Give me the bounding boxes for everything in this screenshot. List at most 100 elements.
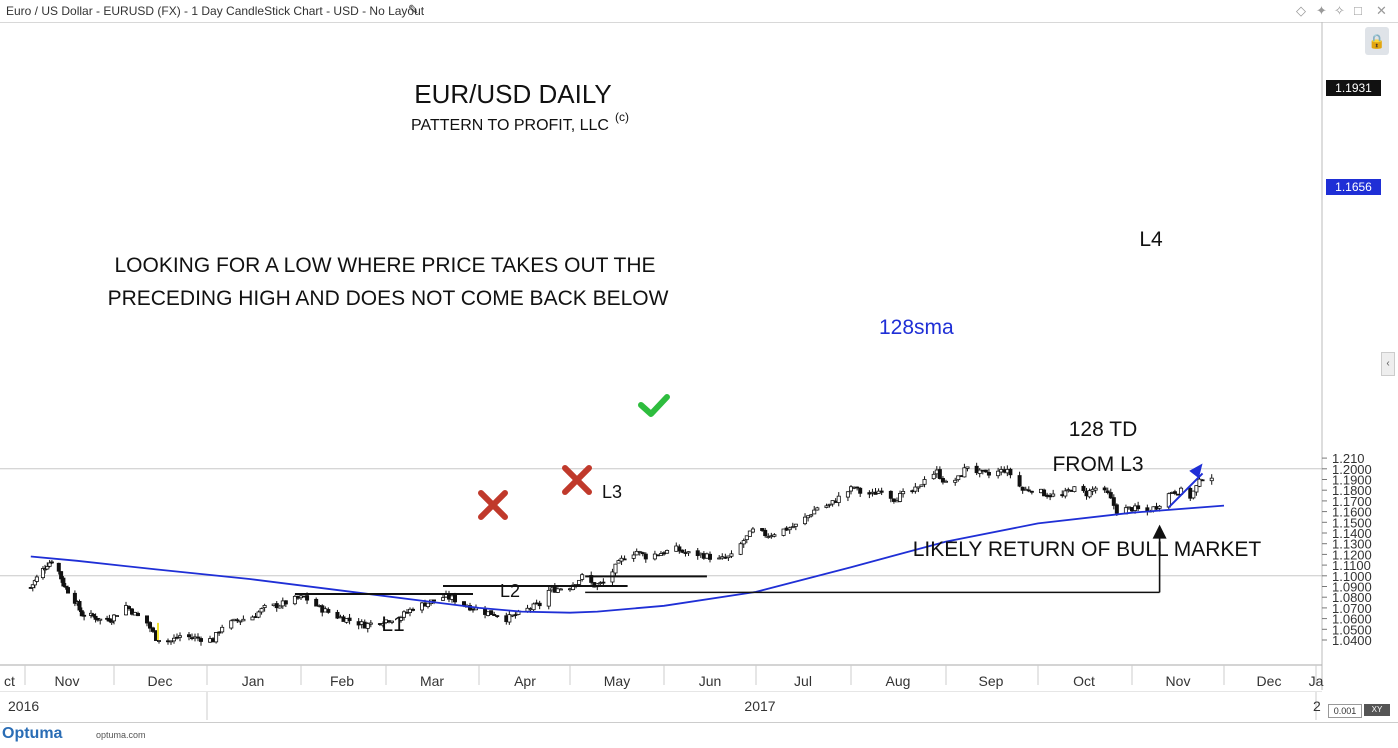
candle bbox=[962, 463, 967, 478]
candle-body bbox=[531, 603, 536, 611]
horizontal-levels bbox=[294, 575, 707, 595]
candle-body bbox=[127, 606, 132, 610]
diamond-icon[interactable]: ◇ bbox=[1296, 3, 1306, 18]
candle-body bbox=[425, 602, 430, 608]
candle-body bbox=[171, 637, 176, 642]
candle bbox=[129, 607, 134, 616]
candle bbox=[940, 476, 945, 485]
low-label-l2: L2 bbox=[500, 581, 520, 601]
candle bbox=[652, 550, 657, 561]
candle-body bbox=[401, 611, 406, 618]
x-tick-label: Dec bbox=[1257, 673, 1282, 689]
candle bbox=[135, 611, 140, 617]
candle-body bbox=[115, 615, 120, 617]
candle bbox=[45, 562, 50, 570]
candle bbox=[250, 615, 255, 621]
candle-body bbox=[1209, 477, 1214, 482]
candle bbox=[144, 615, 149, 627]
candle-body bbox=[790, 526, 795, 529]
candle bbox=[956, 475, 961, 482]
candle-body bbox=[410, 608, 415, 611]
x-tick-label: May bbox=[604, 673, 630, 689]
candle bbox=[61, 576, 66, 588]
candle-body bbox=[1029, 490, 1034, 493]
site-link[interactable]: optuma.com bbox=[96, 730, 146, 740]
candle-body bbox=[763, 529, 768, 537]
candle-body bbox=[738, 543, 743, 555]
candle bbox=[944, 479, 949, 483]
candle bbox=[953, 477, 958, 486]
close-icon[interactable]: ✕ bbox=[1376, 3, 1387, 18]
candle bbox=[729, 550, 734, 559]
candle-body bbox=[640, 552, 645, 555]
candlestick-chart[interactable]: 1.04001.05001.06001.07001.08001.09001.10… bbox=[0, 22, 1398, 722]
candle bbox=[262, 603, 267, 612]
pin-icon[interactable]: ✧ bbox=[1334, 3, 1345, 18]
candle bbox=[292, 594, 297, 606]
candle-body bbox=[380, 623, 385, 626]
td-text-line-1: 128 TD bbox=[1069, 418, 1138, 441]
candle bbox=[177, 632, 182, 642]
zoom-value[interactable]: 0.001 bbox=[1328, 704, 1362, 718]
candle bbox=[171, 634, 176, 644]
candle-body bbox=[495, 615, 500, 617]
candle-body bbox=[489, 610, 494, 615]
lock-icon[interactable]: 🔒 bbox=[1365, 27, 1389, 55]
candle bbox=[1029, 490, 1034, 495]
candle-body bbox=[431, 599, 436, 602]
x-tick-label: Nov bbox=[55, 673, 80, 689]
candle bbox=[79, 607, 84, 617]
candle-body bbox=[1105, 490, 1110, 493]
candle-body bbox=[996, 470, 1001, 477]
candle-body bbox=[461, 601, 466, 606]
low-label-l4: L4 bbox=[1139, 228, 1163, 251]
candle bbox=[82, 611, 87, 621]
candle bbox=[555, 587, 560, 594]
sma-price-label: 1.1656 bbox=[1326, 179, 1381, 195]
y-tick-label: 1.2000 bbox=[1332, 462, 1372, 477]
candle-body bbox=[812, 509, 817, 515]
candle-body bbox=[109, 621, 114, 624]
candle bbox=[115, 615, 120, 617]
pin-icon[interactable]: ✦ bbox=[1316, 3, 1327, 18]
candle bbox=[849, 485, 854, 495]
candle-body bbox=[326, 609, 331, 613]
candle bbox=[72, 590, 77, 607]
candle-body bbox=[241, 618, 246, 622]
candle bbox=[901, 488, 906, 498]
candle bbox=[277, 604, 282, 609]
candle-body bbox=[112, 614, 117, 622]
pencil-icon[interactable]: ✎ bbox=[408, 2, 419, 17]
candle-body bbox=[1081, 485, 1086, 492]
candle bbox=[107, 614, 112, 623]
candle-body bbox=[135, 612, 140, 617]
td-text-line-2: FROM L3 bbox=[1052, 453, 1143, 476]
window-titlebar: Euro / US Dollar - EURUSD (FX) - 1 Day C… bbox=[0, 0, 1398, 23]
candle-body bbox=[849, 486, 854, 492]
candle-body bbox=[1017, 475, 1022, 487]
candle bbox=[150, 626, 155, 634]
candle-body bbox=[643, 553, 648, 560]
chart-title: EUR/USD DAILY bbox=[414, 79, 611, 109]
candle bbox=[1145, 504, 1150, 516]
candle bbox=[77, 599, 82, 612]
candle bbox=[407, 607, 412, 617]
candle bbox=[66, 585, 71, 594]
chevron-left-icon[interactable]: ‹ bbox=[1381, 352, 1395, 376]
candle bbox=[1172, 489, 1177, 496]
candle bbox=[867, 490, 872, 499]
candle bbox=[888, 490, 893, 503]
candle-body bbox=[262, 605, 267, 608]
candle-body bbox=[809, 514, 814, 517]
candle bbox=[410, 607, 415, 612]
candle-body bbox=[335, 611, 340, 619]
candle-body bbox=[214, 632, 219, 643]
maximize-icon[interactable]: □ bbox=[1354, 3, 1362, 18]
candle bbox=[913, 482, 918, 494]
candle-body bbox=[1087, 490, 1092, 498]
candle bbox=[898, 490, 903, 503]
candle bbox=[637, 550, 642, 556]
candle bbox=[558, 587, 563, 591]
candle bbox=[827, 503, 832, 508]
xy-toggle[interactable]: XY bbox=[1364, 704, 1390, 716]
